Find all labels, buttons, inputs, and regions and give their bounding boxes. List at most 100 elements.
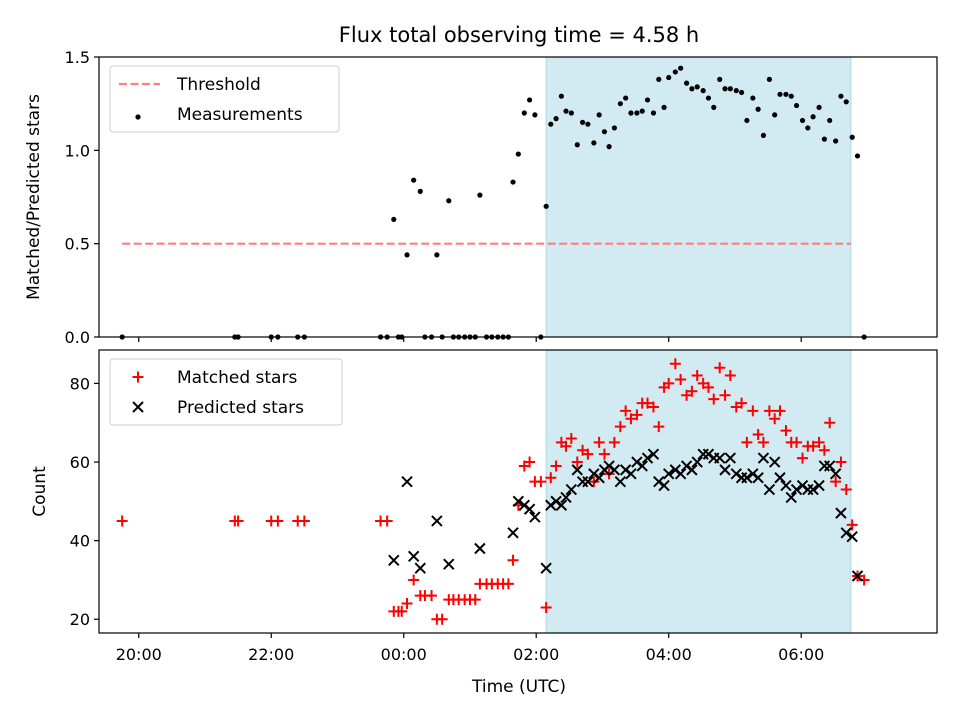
data-point bbox=[816, 104, 822, 110]
data-point bbox=[653, 421, 665, 433]
data-point bbox=[298, 515, 310, 527]
observing-window-shade bbox=[545, 56, 852, 338]
y-tick-label: 0.0 bbox=[65, 328, 90, 347]
data-point bbox=[404, 252, 410, 258]
data-point bbox=[705, 95, 712, 101]
data-point bbox=[763, 483, 776, 496]
data-point bbox=[631, 409, 643, 421]
data-point bbox=[641, 452, 654, 464]
y-tick-label: 0.5 bbox=[65, 235, 90, 254]
data-point bbox=[650, 110, 657, 116]
data-point bbox=[574, 142, 580, 148]
data-point bbox=[623, 95, 629, 101]
data-point bbox=[548, 121, 554, 127]
legend-marker bbox=[132, 371, 144, 383]
data-point bbox=[691, 456, 703, 468]
data-point bbox=[769, 413, 781, 425]
legend-box bbox=[109, 65, 340, 133]
data-point bbox=[628, 110, 634, 116]
data-point bbox=[711, 104, 717, 110]
y-tick-label: 80 bbox=[70, 374, 90, 393]
data-point bbox=[608, 464, 621, 476]
data-point bbox=[824, 417, 836, 429]
data-point bbox=[790, 483, 803, 496]
data-point bbox=[780, 425, 792, 437]
top-panel: 0.0 0.5 1.0 1.5 Matched/Predicted stars Thres… bbox=[24, 48, 938, 347]
data-point bbox=[757, 452, 770, 464]
legend-entry-measurements: Measurements bbox=[135, 105, 303, 125]
data-point bbox=[469, 594, 481, 606]
data-point bbox=[408, 574, 420, 586]
data-point bbox=[232, 515, 244, 527]
data-point bbox=[717, 76, 723, 82]
data-point bbox=[558, 93, 564, 99]
data-point bbox=[391, 216, 397, 222]
data-point bbox=[642, 397, 654, 409]
data-point bbox=[783, 91, 789, 97]
legend-marker bbox=[132, 401, 144, 413]
data-point bbox=[593, 436, 605, 448]
data-point bbox=[568, 110, 574, 116]
data-point bbox=[736, 397, 748, 409]
y-tick-label: 1.0 bbox=[65, 141, 90, 160]
data-point bbox=[582, 448, 594, 460]
data-point bbox=[634, 110, 640, 116]
legend: Matched stars Predicted stars bbox=[109, 358, 343, 426]
data-point bbox=[593, 472, 605, 484]
y-axis-label: Count bbox=[30, 466, 50, 517]
series-measurements bbox=[119, 65, 867, 340]
data-point bbox=[807, 440, 819, 452]
data-point bbox=[835, 456, 847, 468]
data-point bbox=[545, 472, 557, 484]
data-point bbox=[401, 475, 413, 488]
data-point bbox=[744, 117, 750, 124]
data-point bbox=[565, 483, 578, 496]
data-point bbox=[560, 491, 572, 504]
data-point bbox=[774, 405, 786, 417]
data-point bbox=[750, 95, 756, 101]
data-point bbox=[571, 464, 583, 476]
legend-label: Predicted stars bbox=[177, 398, 304, 418]
x-tick-label: 04:00 bbox=[646, 645, 692, 664]
data-point bbox=[851, 570, 864, 582]
data-point bbox=[663, 468, 675, 480]
legend-entry-matched-stars: Matched stars bbox=[132, 368, 297, 388]
data-point bbox=[777, 91, 783, 97]
data-point bbox=[840, 484, 852, 496]
data-point bbox=[757, 436, 769, 448]
data-point bbox=[823, 460, 836, 472]
axes-frame bbox=[98, 56, 938, 338]
data-point bbox=[555, 499, 568, 511]
data-point bbox=[840, 527, 852, 539]
data-point bbox=[431, 515, 443, 527]
data-point bbox=[644, 97, 651, 103]
data-point bbox=[608, 436, 620, 448]
data-point bbox=[436, 613, 448, 625]
data-point bbox=[526, 97, 533, 103]
data-point bbox=[785, 491, 797, 504]
axes-frame bbox=[98, 349, 938, 634]
data-point bbox=[535, 476, 547, 488]
data-point bbox=[540, 601, 552, 613]
data-point bbox=[529, 511, 541, 523]
data-point bbox=[747, 405, 759, 417]
x-axis-label: Time (UTC) bbox=[471, 677, 566, 697]
data-point bbox=[388, 554, 400, 566]
data-point bbox=[772, 112, 778, 118]
data-point bbox=[686, 385, 698, 397]
data-point bbox=[636, 460, 648, 472]
data-point bbox=[846, 519, 858, 531]
data-point bbox=[719, 464, 731, 476]
x-tick-label: 20:00 bbox=[116, 645, 162, 664]
data-point bbox=[810, 114, 816, 120]
data-point bbox=[774, 472, 786, 484]
data-point bbox=[813, 479, 825, 492]
data-point bbox=[563, 108, 569, 114]
x-tick-label: 06:00 bbox=[778, 645, 824, 664]
data-point bbox=[833, 138, 839, 144]
legend: Threshold Measurements bbox=[109, 65, 340, 133]
data-point bbox=[686, 464, 698, 476]
data-point bbox=[507, 554, 519, 566]
data-point bbox=[760, 132, 767, 138]
data-point bbox=[846, 530, 858, 543]
